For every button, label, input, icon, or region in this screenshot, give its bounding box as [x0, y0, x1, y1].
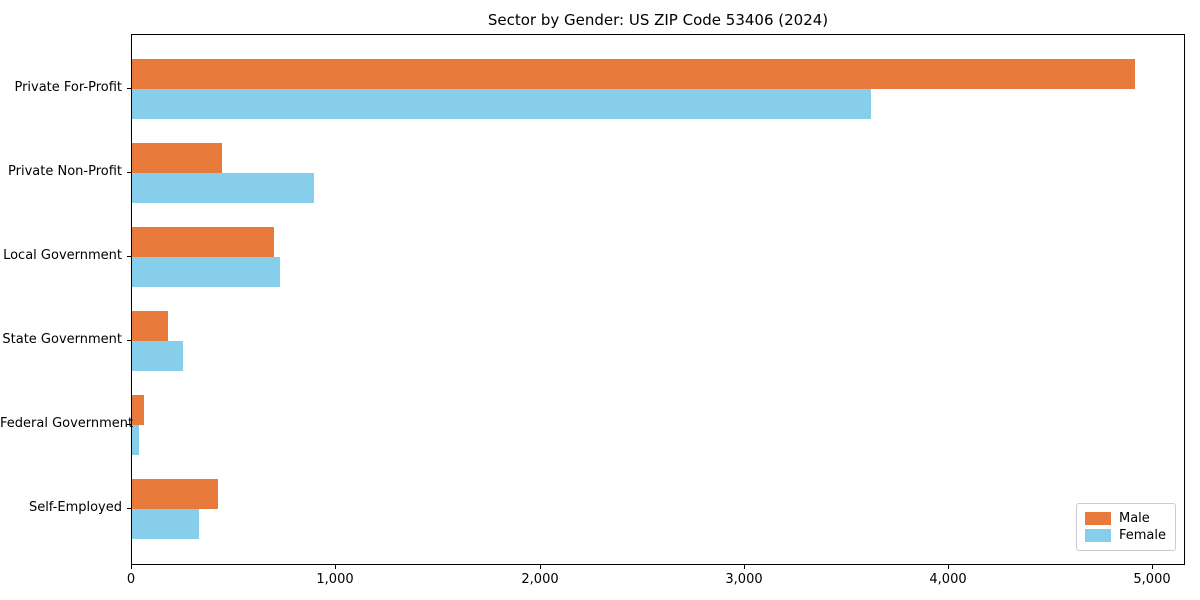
y-tick-label: Private For-Profit: [14, 80, 122, 95]
bar-female-0: [132, 89, 871, 119]
legend: Male Female: [1075, 503, 1176, 551]
bar-female-3: [132, 341, 183, 371]
bar-male-0: [132, 59, 1135, 89]
x-tick-label: 5,000: [1133, 572, 1171, 587]
x-tick-label: 0: [126, 572, 136, 587]
y-tick-mark: [127, 508, 131, 509]
legend-item-female: Female: [1084, 527, 1166, 544]
y-tick-mark: [127, 424, 131, 425]
bar-female-1: [132, 173, 314, 203]
bar-male-2: [132, 227, 274, 257]
x-tick-mark: [131, 565, 132, 569]
male-swatch-icon: [1084, 512, 1111, 525]
legend-label-female: Female: [1118, 528, 1166, 543]
bar-male-3: [132, 311, 168, 341]
x-tick-label: 3,000: [725, 572, 763, 587]
x-tick-label: 4,000: [929, 572, 967, 587]
legend-label-male: Male: [1118, 511, 1150, 526]
plot-area: Male Female: [131, 34, 1185, 565]
x-tick-mark: [335, 565, 336, 569]
bar-female-5: [132, 509, 199, 539]
bar-male-4: [132, 395, 144, 425]
x-tick-mark: [1152, 565, 1153, 569]
y-tick-label: Private Non-Profit: [8, 164, 122, 179]
y-tick-mark: [127, 256, 131, 257]
y-tick-label: Federal Government: [0, 416, 134, 431]
x-tick-mark: [540, 565, 541, 569]
bar-female-4: [132, 425, 139, 455]
x-tick-mark: [948, 565, 949, 569]
x-tick-label: 2,000: [521, 572, 559, 587]
y-tick-mark: [127, 88, 131, 89]
y-tick-mark: [127, 172, 131, 173]
x-tick-mark: [744, 565, 745, 569]
female-swatch-icon: [1084, 529, 1111, 542]
chart-title: Sector by Gender: US ZIP Code 53406 (202…: [487, 11, 829, 29]
x-tick-label: 1,000: [316, 572, 354, 587]
y-tick-label: Self-Employed: [28, 500, 122, 515]
bar-male-1: [132, 143, 222, 173]
y-tick-label: Local Government: [3, 248, 122, 263]
bar-male-5: [132, 479, 218, 509]
bar-female-2: [132, 257, 280, 287]
y-tick-mark: [127, 340, 131, 341]
y-tick-label: State Government: [2, 332, 122, 347]
legend-item-male: Male: [1084, 510, 1166, 527]
